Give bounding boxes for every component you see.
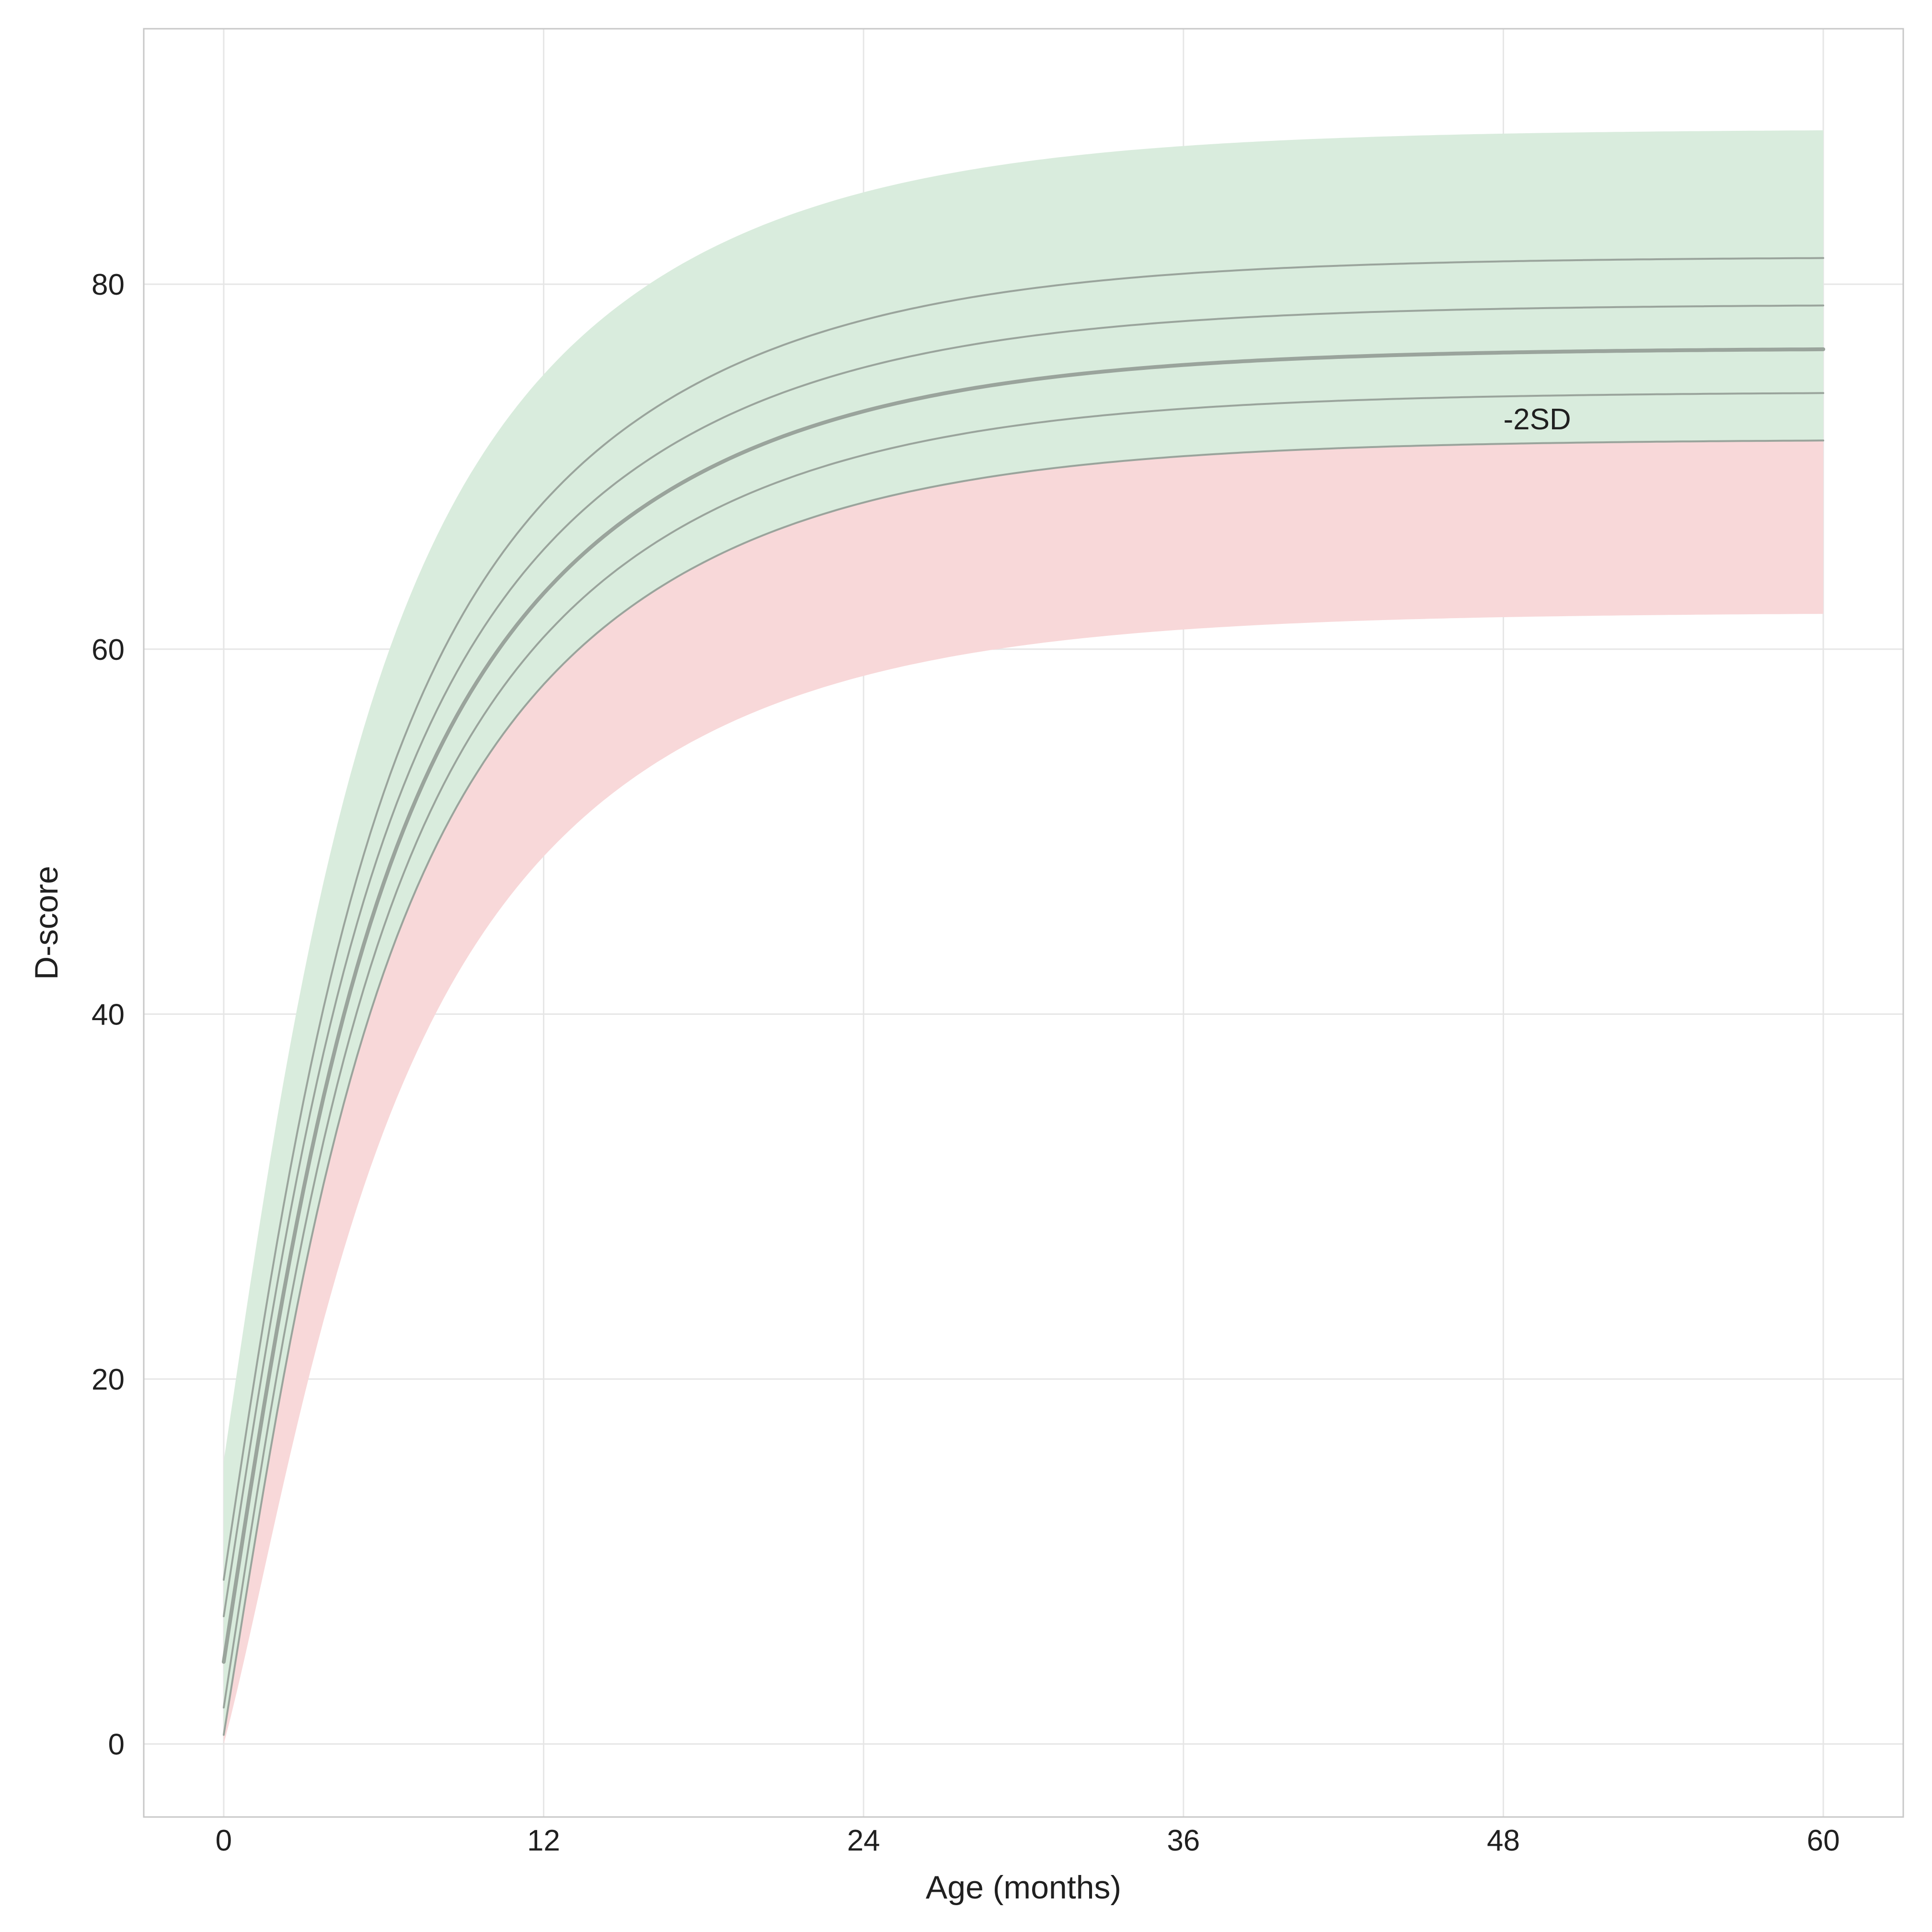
- y-axis-label: D-score: [28, 866, 65, 980]
- x-tick-label: 24: [847, 1824, 880, 1857]
- y-tick-label: 80: [92, 268, 125, 301]
- x-tick-label: 36: [1167, 1824, 1200, 1857]
- y-tick-label: 40: [92, 998, 125, 1031]
- x-tick-label: 60: [1807, 1824, 1840, 1857]
- x-axis-label: Age (months): [926, 1869, 1121, 1906]
- minus-2sd-annotation: -2SD: [1503, 403, 1571, 436]
- x-tick-label: 0: [216, 1824, 232, 1857]
- x-tick-label: 48: [1487, 1824, 1520, 1857]
- y-tick-label: 60: [92, 633, 125, 667]
- growth-chart: 0 12 24 36 48 60 0 20 40 60 80 Age (months) D-score -…: [0, 0, 1932, 1932]
- y-tick-label: 20: [92, 1363, 125, 1396]
- y-tick-label: 0: [108, 1728, 125, 1761]
- x-tick-label: 12: [527, 1824, 560, 1857]
